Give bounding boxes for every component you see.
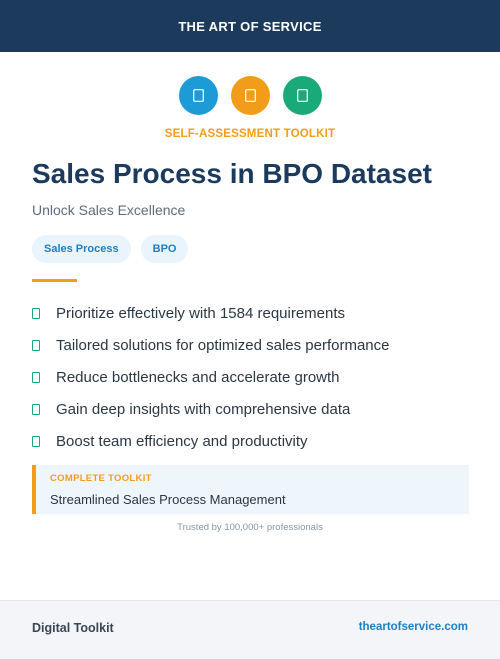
- toolkit-callout: COMPLETE TOOLKIT Streamlined Sales Proce…: [32, 465, 469, 514]
- feature-text: Tailored solutions for optimized sales p…: [56, 336, 390, 354]
- feature-text: Prioritize effectively with 1584 require…: [56, 304, 346, 322]
- tag-list: Sales Process BPO: [32, 235, 189, 263]
- document-icon: [178, 76, 218, 115]
- list-item: Prioritize effectively with 1584 require…: [32, 297, 390, 329]
- eyebrow-label: SELF-ASSESSMENT TOOLKIT: [164, 128, 336, 140]
- icon-row: [0, 76, 500, 115]
- top-banner: THE ART OF SERVICE: [0, 0, 500, 52]
- check-icon: [32, 339, 40, 351]
- feature-list: Prioritize effectively with 1584 require…: [32, 297, 390, 457]
- document-icon: [282, 76, 322, 115]
- check-icon: [32, 403, 40, 415]
- footer: Digital Toolkit theartofservice.com: [0, 600, 500, 659]
- callout-text: Streamlined Sales Process Management: [50, 492, 286, 507]
- page-subtitle: Unlock Sales Excellence: [32, 202, 186, 218]
- trust-note: Trusted by 100,000+ professionals: [177, 522, 323, 533]
- callout-label: COMPLETE TOOLKIT: [50, 473, 152, 484]
- tag-bpo: BPO: [140, 235, 189, 263]
- divider: [32, 279, 77, 282]
- footer-label: Digital Toolkit: [32, 621, 114, 635]
- feature-text: Boost team efficiency and productivity: [56, 432, 308, 450]
- brand-name: THE ART OF SERVICE: [178, 18, 322, 34]
- website-link[interactable]: theartofservice.com: [358, 621, 468, 633]
- feature-text: Reduce bottlenecks and accelerate growth: [56, 368, 340, 386]
- check-icon: [32, 307, 40, 319]
- check-icon: [32, 435, 40, 447]
- page-title: Sales Process in BPO Dataset: [32, 158, 432, 189]
- list-item: Gain deep insights with comprehensive da…: [32, 393, 390, 425]
- tag-sales-process: Sales Process: [32, 235, 131, 263]
- list-item: Boost team efficiency and productivity: [32, 425, 390, 457]
- feature-text: Gain deep insights with comprehensive da…: [56, 400, 351, 418]
- check-icon: [32, 371, 40, 383]
- list-item: Reduce bottlenecks and accelerate growth: [32, 361, 390, 393]
- list-item: Tailored solutions for optimized sales p…: [32, 329, 390, 361]
- document-icon: [230, 76, 270, 115]
